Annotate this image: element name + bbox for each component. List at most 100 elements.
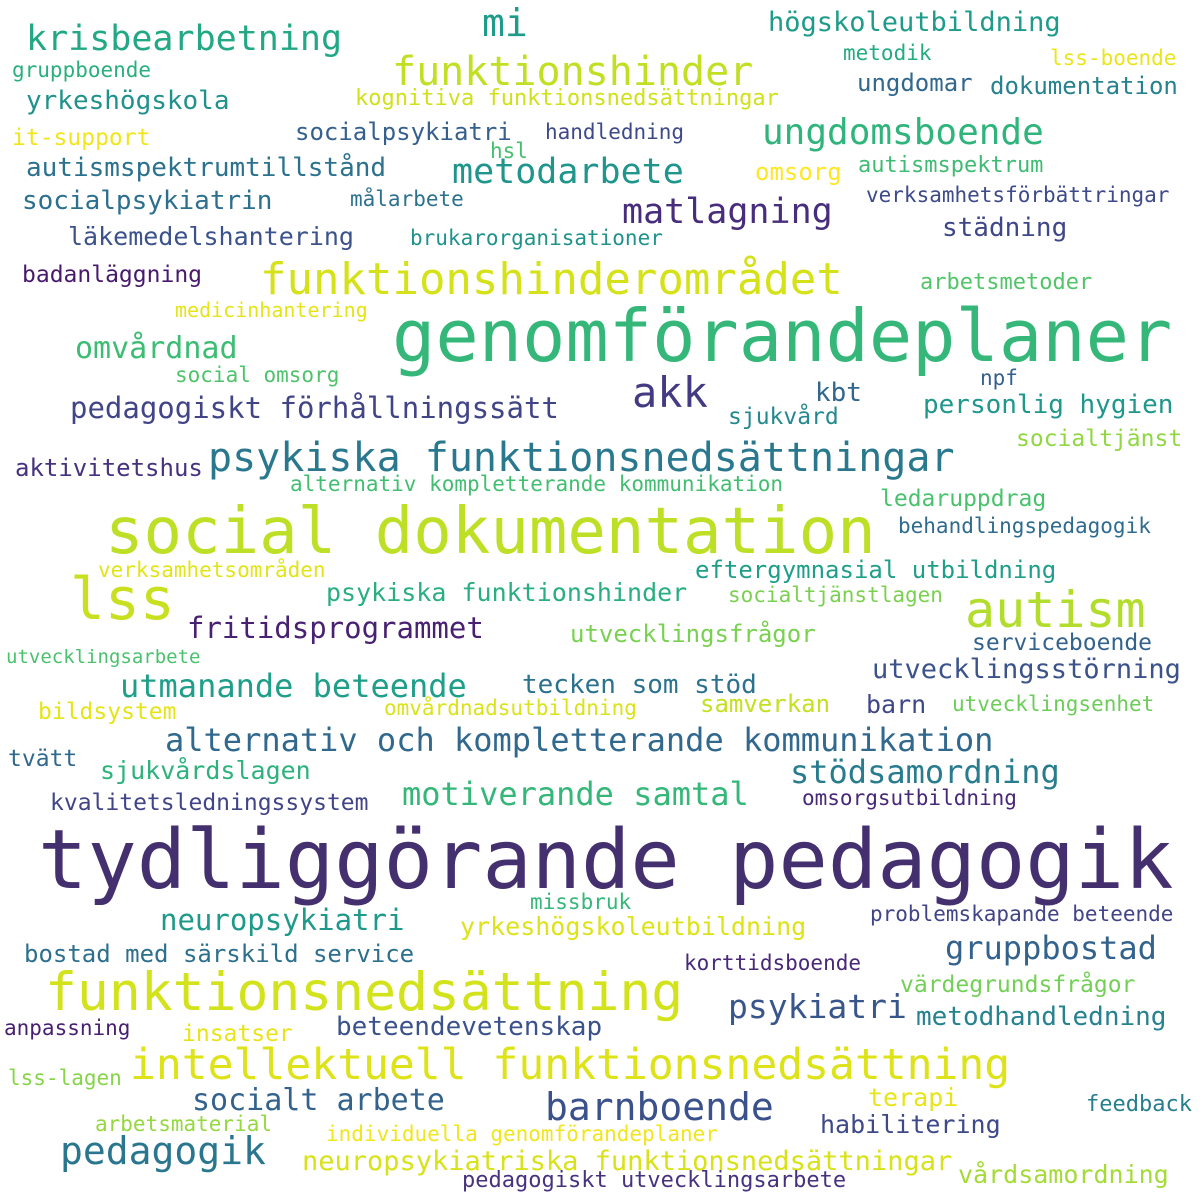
word: verksamhetsområden bbox=[98, 558, 326, 582]
word: omsorgsutbildning bbox=[802, 786, 1017, 810]
word: ledaruppdrag bbox=[880, 486, 1047, 512]
word: utvecklingsfrågor bbox=[570, 620, 816, 648]
word: psykiska funktionshinder bbox=[326, 578, 688, 607]
word: barnboende bbox=[545, 1085, 774, 1129]
word: intellektuell funktionsnedsättning bbox=[130, 1040, 1011, 1090]
word: högskoleutbildning bbox=[768, 7, 1061, 38]
word: fritidsprogrammet bbox=[187, 611, 484, 645]
word: utvecklingsstörning bbox=[872, 654, 1181, 685]
word: läkemedelshantering bbox=[68, 222, 354, 251]
word: lss bbox=[70, 565, 175, 633]
word: metodhandledning bbox=[916, 1002, 1167, 1032]
word: ungdomsboende bbox=[762, 112, 1044, 153]
word: vårdsamordning bbox=[958, 1160, 1169, 1189]
word: handledning bbox=[545, 120, 685, 144]
word: kbt bbox=[815, 378, 862, 408]
word: autism bbox=[965, 581, 1146, 639]
word: tvätt bbox=[8, 746, 78, 772]
word: yrkeshögskola bbox=[26, 86, 230, 116]
word: missbruk bbox=[530, 890, 632, 914]
word: genomförandeplaner bbox=[392, 294, 1173, 378]
word: ungdomar bbox=[857, 69, 973, 97]
word: autismspektrum bbox=[858, 153, 1044, 178]
word: lss-boende bbox=[1050, 46, 1177, 70]
word: badanläggning bbox=[22, 262, 203, 288]
word: neuropsykiatriska funktionsnedsättningar bbox=[302, 1146, 953, 1177]
word: socialpsykiatrin bbox=[22, 186, 273, 216]
word: kvalitetsledningssystem bbox=[50, 790, 369, 816]
word: gruppbostad bbox=[945, 929, 1157, 967]
word: utmanande beteende bbox=[120, 667, 467, 705]
word: aktivitetshus bbox=[15, 454, 203, 482]
word: metodik bbox=[843, 41, 932, 65]
word: krisbearbetning bbox=[26, 19, 343, 59]
word: social omsorg bbox=[175, 363, 340, 387]
word: arbetsmaterial bbox=[95, 1112, 273, 1136]
word: anpassning bbox=[4, 1016, 131, 1040]
word: it-support bbox=[12, 125, 151, 151]
word: matlagning bbox=[622, 192, 833, 232]
word: psykiatri bbox=[728, 987, 907, 1026]
word: städning bbox=[942, 213, 1068, 243]
word: omvårdnad bbox=[75, 331, 238, 366]
word: metodarbete bbox=[452, 152, 684, 192]
word: motiverande samtal bbox=[402, 775, 749, 813]
word: funktionshinder bbox=[392, 49, 754, 95]
word: serviceboende bbox=[972, 630, 1153, 656]
word: socialpsykiatri bbox=[295, 118, 512, 146]
word: socialtjänst bbox=[1016, 426, 1183, 452]
word: omsorg bbox=[755, 158, 842, 186]
word: insatser bbox=[182, 1021, 293, 1047]
word: verksamhetsförbättringar bbox=[866, 183, 1170, 207]
word: socialt arbete bbox=[192, 1083, 445, 1118]
word: sjukvård bbox=[728, 404, 839, 430]
word: medicinhantering bbox=[175, 298, 368, 322]
word: behandlingspedagogik bbox=[898, 514, 1151, 538]
word: barn bbox=[866, 690, 927, 719]
word: problemskapande beteende bbox=[870, 902, 1174, 926]
word: socialtjänstlagen bbox=[728, 583, 943, 607]
word: tydliggörande pedagogik bbox=[38, 813, 1174, 908]
word: gruppboende bbox=[12, 58, 152, 82]
word: utvecklingsarbete bbox=[6, 646, 201, 668]
word: bildsystem bbox=[38, 699, 177, 725]
word: personlig hygien bbox=[923, 390, 1174, 420]
word: funktionshinderområdet bbox=[260, 254, 843, 305]
word: alternativ kompletterande kommunikation bbox=[290, 472, 784, 496]
word: tecken som stöd bbox=[522, 670, 757, 700]
word: arbetsmetoder bbox=[920, 270, 1093, 295]
word: beteendevetenskap bbox=[336, 1012, 603, 1042]
word: neuropsykiatri bbox=[160, 903, 405, 937]
word: sjukvårdslagen bbox=[100, 756, 311, 785]
word: korttidsboende bbox=[684, 951, 862, 975]
word: stödsamordning bbox=[790, 753, 1060, 791]
word: brukarorganisationer bbox=[410, 226, 663, 250]
word: funktionsnedsättning bbox=[45, 962, 684, 1023]
word: social dokumentation bbox=[105, 495, 876, 569]
word: alternativ och kompletterande kommunikat… bbox=[165, 721, 994, 759]
word: pedagogiskt utvecklingsarbete bbox=[462, 1168, 847, 1193]
word: terapi bbox=[868, 1083, 959, 1112]
word: akk bbox=[632, 368, 708, 417]
word: feedback bbox=[1086, 1092, 1192, 1117]
word: psykiska funktionsnedsättningar bbox=[208, 435, 955, 481]
word: pedagogik bbox=[60, 1129, 266, 1173]
word: pedagogiskt förhållningssätt bbox=[70, 391, 559, 425]
word: målarbete bbox=[350, 187, 464, 211]
word: habilitering bbox=[820, 1110, 1001, 1139]
word: individuella genomförandeplaner bbox=[326, 1122, 718, 1146]
word: mi bbox=[482, 1, 528, 45]
word: dokumentation bbox=[990, 72, 1178, 100]
word: kognitiva funktionsnedsättningar bbox=[355, 86, 779, 111]
word: eftergymnasial utbildning bbox=[695, 556, 1057, 584]
word: utvecklingsenhet bbox=[952, 692, 1155, 716]
word: yrkeshögskoleutbildning bbox=[460, 912, 807, 941]
word: lss-lagen bbox=[8, 1066, 122, 1090]
word: värdegrundsfrågor bbox=[900, 972, 1136, 998]
word: omvårdnadsutbildning bbox=[384, 696, 637, 720]
word: hsl bbox=[490, 139, 528, 163]
word: npf bbox=[980, 366, 1018, 390]
word: bostad med särskild service bbox=[24, 940, 415, 968]
word: samverkan bbox=[700, 690, 831, 718]
